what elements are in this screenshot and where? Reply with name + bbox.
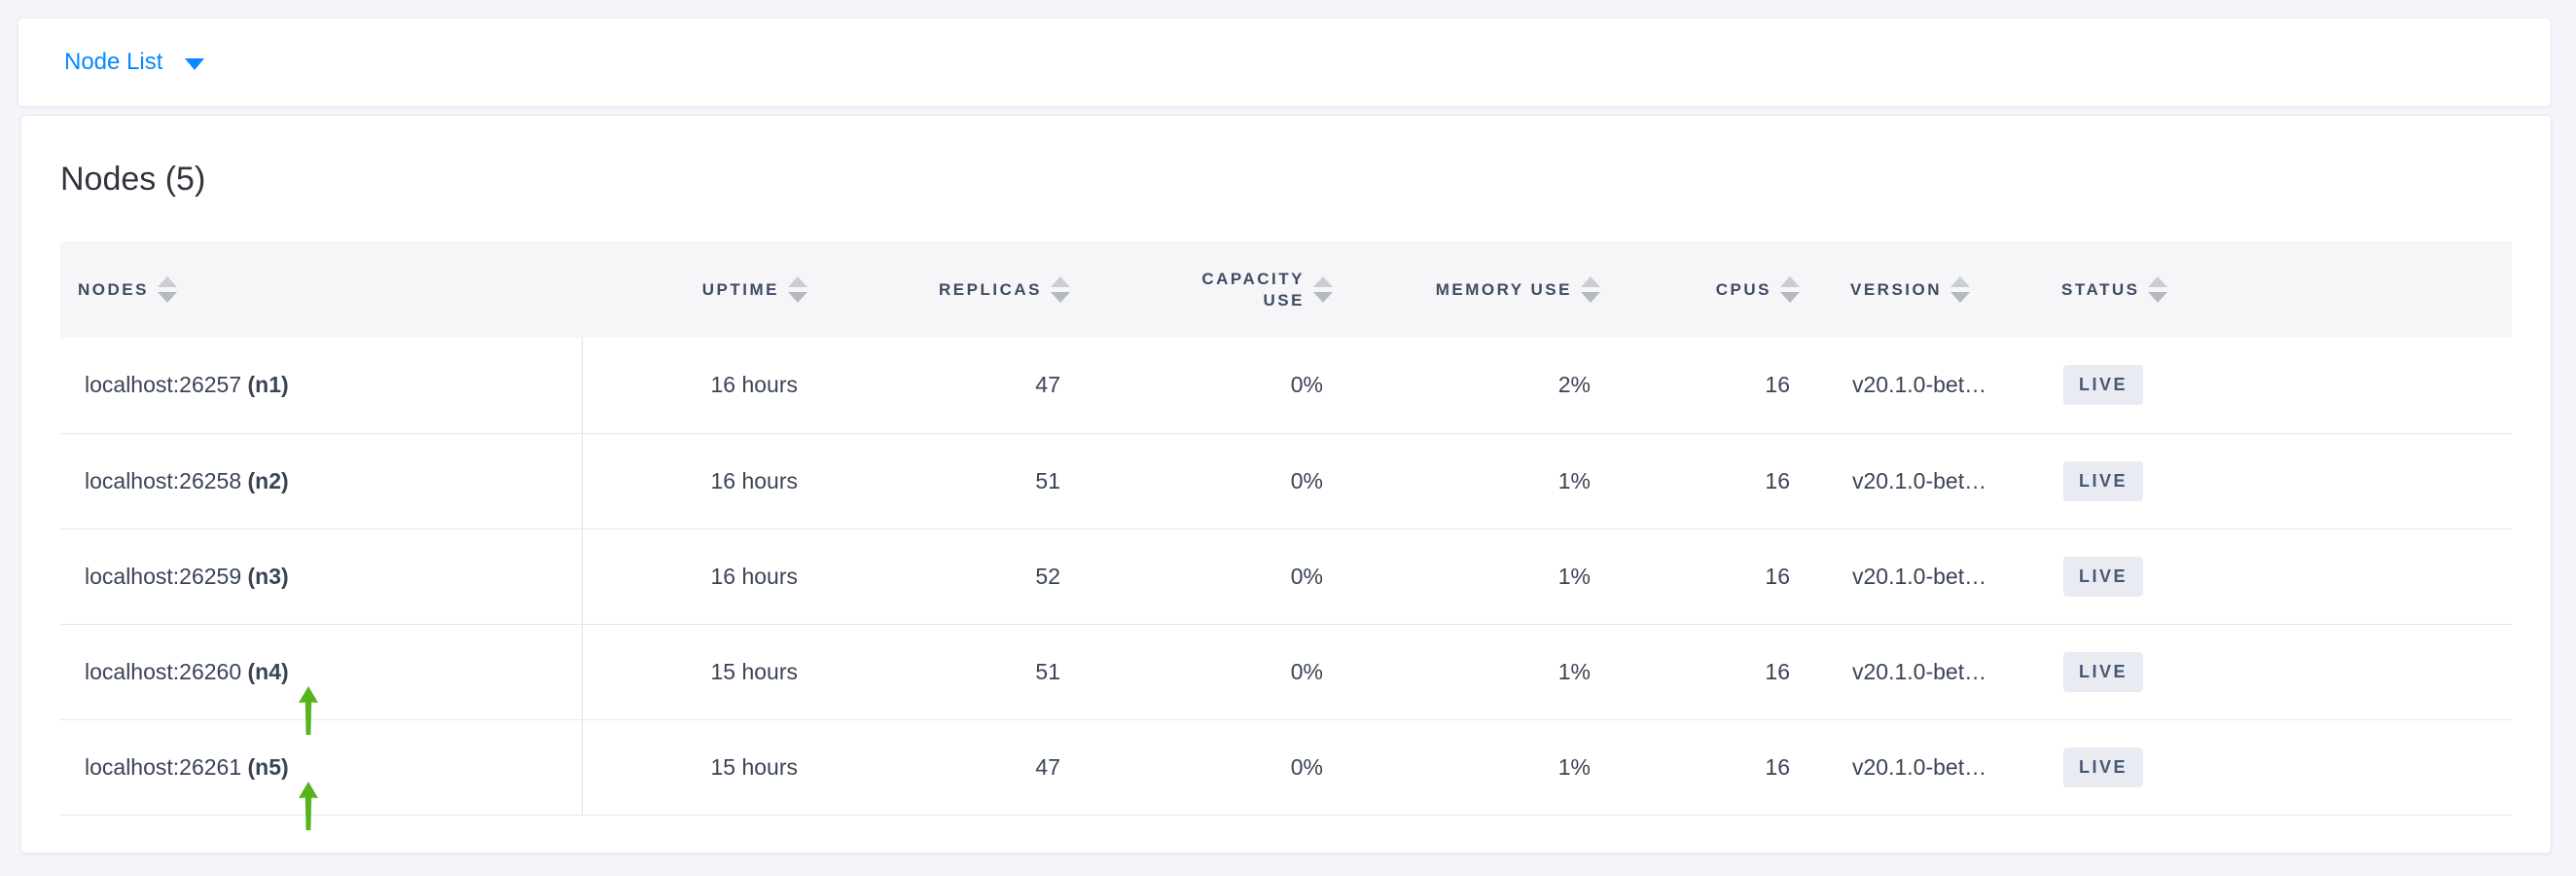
page-title: Nodes (5): [60, 161, 206, 198]
column-header-memory-use[interactable]: MEMORY USE: [1342, 241, 1610, 338]
node-id: (n5): [247, 753, 289, 780]
uptime-cell: 15 hours: [582, 624, 817, 720]
node-cell: localhost:26257 (n1): [60, 338, 583, 434]
sort-icon: [1581, 276, 1600, 303]
node-address: localhost:26257: [85, 372, 242, 398]
memory-use-cell: 1%: [1342, 433, 1610, 529]
version-cell: v20.1.0-bet…: [1809, 529, 2048, 625]
nodes-table: NODES UPTIME REPLICAS: [60, 241, 2512, 830]
sort-icon: [157, 276, 177, 303]
replicas-cell: 51: [817, 624, 1080, 720]
capacity-use-cell: 0%: [1080, 624, 1342, 720]
top-bar: Node List: [18, 18, 2552, 107]
uptime-cell: 15 hours: [582, 719, 817, 816]
node-address: localhost:26258: [85, 467, 242, 493]
node-cell: localhost:26260 (n4): [60, 624, 583, 735]
table-row[interactable]: localhost:26261 (n5) 15 hours 47 0% 1% 1…: [60, 719, 2512, 830]
column-header-nodes[interactable]: NODES: [60, 241, 582, 338]
memory-use-cell: 1%: [1342, 719, 1610, 816]
cpus-cell: 16: [1610, 338, 1809, 434]
node-cell: localhost:26258 (n2): [60, 433, 583, 529]
view-dropdown-label: Node List: [64, 49, 163, 75]
cpus-cell: 16: [1610, 624, 1809, 720]
sort-icon: [1313, 276, 1333, 303]
node-address: localhost:26260: [85, 658, 242, 684]
version-cell: v20.1.0-bet…: [1809, 624, 2048, 720]
sort-icon: [1780, 276, 1800, 303]
version-cell: v20.1.0-bet…: [1809, 338, 2048, 434]
status-cell: LIVE: [2048, 433, 2512, 529]
column-header-version[interactable]: VERSION: [1809, 241, 2048, 338]
replicas-cell: 47: [817, 338, 1080, 434]
column-header-cpus[interactable]: CPUS: [1610, 241, 1809, 338]
table-row[interactable]: localhost:26258 (n2) 16 hours 51 0% 1% 1…: [60, 433, 2512, 529]
table-header: NODES UPTIME REPLICAS: [60, 241, 2512, 338]
version-cell: v20.1.0-bet…: [1809, 433, 2048, 529]
node-cell: localhost:26261 (n5): [60, 719, 583, 830]
sort-icon: [2148, 276, 2168, 303]
sort-icon: [1051, 276, 1070, 303]
column-header-status[interactable]: STATUS: [2048, 241, 2512, 338]
capacity-use-cell: 0%: [1080, 529, 1342, 625]
replicas-cell: 52: [817, 529, 1080, 625]
column-header-replicas[interactable]: REPLICAS: [817, 241, 1080, 338]
sort-icon: [788, 276, 807, 303]
table-row[interactable]: localhost:26259 (n3) 16 hours 52 0% 1% 1…: [60, 529, 2512, 625]
view-dropdown[interactable]: Node List: [64, 49, 205, 76]
column-header-uptime[interactable]: UPTIME: [582, 241, 817, 338]
uptime-cell: 16 hours: [582, 529, 817, 625]
capacity-use-cell: 0%: [1080, 338, 1342, 434]
table-row[interactable]: localhost:26257 (n1) 16 hours 47 0% 2% 1…: [60, 338, 2512, 434]
memory-use-cell: 1%: [1342, 624, 1610, 720]
node-id: (n3): [247, 563, 289, 589]
replicas-cell: 47: [817, 719, 1080, 816]
cpus-cell: 16: [1610, 529, 1809, 625]
status-badge: LIVE: [2063, 460, 2144, 501]
column-header-capacity-use[interactable]: CAPACITY USE: [1080, 241, 1342, 338]
node-id: (n1): [247, 372, 289, 398]
status-cell: LIVE: [2048, 338, 2512, 434]
chevron-down-icon: [185, 57, 205, 70]
green-up-arrow-icon: [299, 781, 318, 830]
uptime-cell: 16 hours: [582, 338, 817, 434]
capacity-use-cell: 0%: [1080, 719, 1342, 816]
node-id: (n4): [247, 658, 289, 684]
status-badge: LIVE: [2063, 651, 2144, 692]
status-badge: LIVE: [2063, 556, 2144, 597]
cpus-cell: 16: [1610, 433, 1809, 529]
cpus-cell: 16: [1610, 719, 1809, 816]
capacity-use-cell: 0%: [1080, 433, 1342, 529]
node-address: localhost:26259: [85, 563, 242, 589]
memory-use-cell: 1%: [1342, 529, 1610, 625]
status-cell: LIVE: [2048, 719, 2512, 816]
table-row[interactable]: localhost:26260 (n4) 15 hours 51 0% 1% 1…: [60, 624, 2512, 735]
version-cell: v20.1.0-bet…: [1809, 719, 2048, 816]
node-address: localhost:26261: [85, 753, 242, 780]
nodes-card: Nodes (5) NODES UPTIME: [20, 115, 2552, 854]
status-badge: LIVE: [2063, 747, 2144, 787]
node-cell: localhost:26259 (n3): [60, 529, 583, 625]
status-cell: LIVE: [2048, 624, 2512, 720]
status-cell: LIVE: [2048, 529, 2512, 625]
uptime-cell: 16 hours: [582, 433, 817, 529]
replicas-cell: 51: [817, 433, 1080, 529]
sort-icon: [1950, 276, 1971, 303]
memory-use-cell: 2%: [1342, 338, 1610, 434]
status-badge: LIVE: [2063, 365, 2144, 406]
node-id: (n2): [247, 467, 289, 493]
